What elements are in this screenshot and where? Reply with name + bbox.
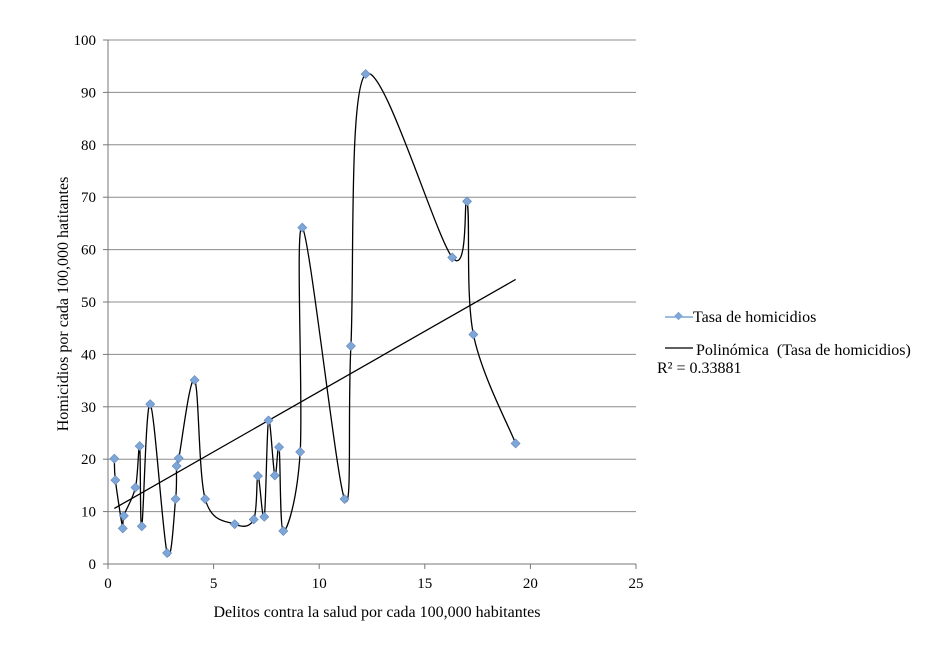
data-point bbox=[189, 375, 200, 386]
y-tick-label: 40 bbox=[81, 347, 96, 363]
data-point bbox=[248, 514, 259, 525]
x-tick-label: 5 bbox=[210, 576, 218, 592]
data-point bbox=[162, 548, 173, 558]
x-tick-label: 10 bbox=[312, 576, 327, 592]
data-point bbox=[118, 510, 129, 521]
data-point bbox=[173, 453, 184, 464]
data-point bbox=[253, 471, 263, 481]
y-tick-labels: 0 10 20 30 40 50 60 70 80 90 100 bbox=[74, 33, 97, 573]
legend-series-marker bbox=[674, 311, 683, 321]
data-point bbox=[110, 475, 121, 486]
x-axis-title: Delitos contra la salud por cada 100,000… bbox=[213, 604, 540, 621]
data-point bbox=[295, 446, 306, 457]
data-point bbox=[117, 523, 128, 534]
data-point bbox=[360, 69, 371, 80]
y-axis-title: Homicidios por cada 100,000 hatitantes bbox=[55, 177, 72, 432]
x-tick-label: 25 bbox=[629, 576, 644, 592]
legend-trend-label: Polinómica (Tasa de homicidios) bbox=[696, 342, 911, 359]
data-point bbox=[468, 329, 479, 340]
x-tick-labels: 0 5 10 15 20 25 bbox=[104, 576, 643, 592]
gridlines bbox=[103, 39, 636, 565]
y-tick-label: 70 bbox=[81, 190, 96, 206]
y-tick-label: 10 bbox=[81, 505, 96, 521]
data-point bbox=[345, 341, 356, 351]
data-point bbox=[259, 511, 270, 522]
data-point bbox=[447, 252, 458, 263]
data-point bbox=[109, 453, 120, 464]
data-point bbox=[170, 494, 181, 504]
y-tick-label: 50 bbox=[81, 295, 96, 311]
y-tick-label: 90 bbox=[81, 85, 96, 101]
y-tick-label: 0 bbox=[89, 557, 97, 573]
trendline bbox=[114, 278, 516, 510]
data-point bbox=[274, 442, 285, 453]
data-point bbox=[462, 196, 472, 207]
data-point bbox=[339, 494, 350, 504]
legend: Tasa de homicidios Polinómica (Tasa de h… bbox=[657, 309, 911, 377]
data-point bbox=[263, 415, 274, 426]
data-point bbox=[269, 470, 280, 481]
data-point bbox=[145, 399, 156, 410]
x-tick-label: 15 bbox=[417, 576, 432, 592]
axes bbox=[107, 40, 637, 569]
x-tick-label: 0 bbox=[104, 576, 112, 592]
y-tick-label: 100 bbox=[74, 33, 97, 49]
x-tick-label: 20 bbox=[523, 576, 538, 592]
data-point bbox=[200, 494, 211, 504]
data-point bbox=[229, 519, 240, 530]
data-point bbox=[510, 438, 521, 449]
data-points bbox=[109, 69, 521, 558]
data-point bbox=[171, 461, 182, 471]
y-tick-label: 80 bbox=[81, 138, 96, 154]
data-point bbox=[278, 526, 289, 536]
legend-r-squared: R² = 0.33881 bbox=[657, 360, 742, 377]
y-tick-label: 30 bbox=[81, 400, 96, 416]
data-point bbox=[130, 482, 141, 493]
y-tick-label: 20 bbox=[81, 452, 96, 468]
data-point bbox=[297, 222, 308, 233]
y-tick-label: 60 bbox=[81, 243, 96, 259]
legend-series-label: Tasa de homicidios bbox=[693, 309, 816, 326]
data-point bbox=[134, 441, 145, 452]
data-point bbox=[136, 521, 147, 532]
